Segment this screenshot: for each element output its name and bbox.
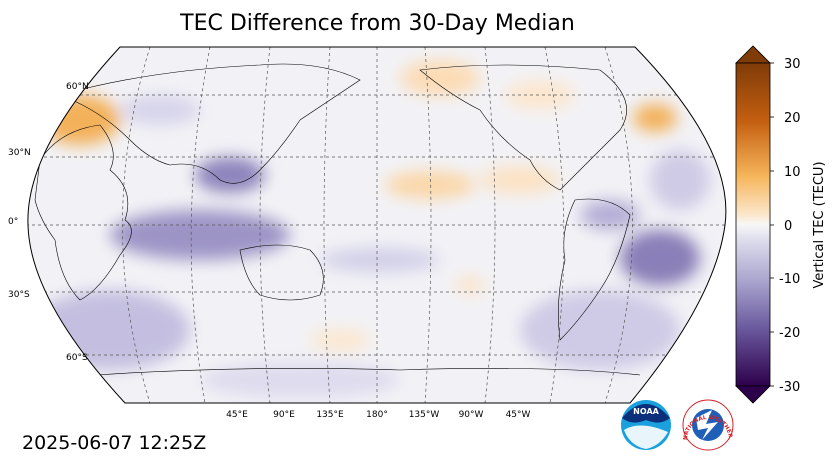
meridian-1 (122, 47, 151, 403)
australia-coast (239, 244, 324, 301)
colorbar-bar (735, 62, 771, 387)
north-america-coast (419, 64, 627, 191)
colorbar-label: Vertical TEC (TECU) (812, 161, 827, 288)
meridian-9 (604, 47, 633, 403)
lon-label-135e: 135°E (316, 410, 344, 420)
lon-label-45w: 45°W (506, 410, 531, 420)
coastlines (34, 63, 641, 376)
lat-label-30s: 30°S (8, 290, 30, 300)
lat-label-30n: 30°N (8, 148, 31, 158)
lat-label-equator: 0° (8, 217, 18, 227)
noaa-logo-text: NOAA (633, 407, 659, 416)
colorbar-tick-0: 0 (784, 219, 792, 234)
colorbar: 30 20 10 0 -10 -20 -30 Vertical TEC (TEC… (735, 45, 827, 404)
chart-title: TEC Difference from 30-Day Median (180, 11, 575, 36)
antarctica-coast (94, 368, 641, 376)
colorbar-tick-neg20: -20 (779, 326, 800, 341)
tec-anomaly-field (30, 60, 710, 398)
timestamp: 2025-06-07 12:25Z (22, 432, 207, 454)
gridlines (27, 47, 726, 403)
south-america-coast (558, 198, 631, 341)
colorbar-tick-neg10: -10 (779, 272, 800, 287)
lat-label-60s: 60°S (66, 353, 88, 363)
lon-label-135w: 135°W (409, 410, 440, 420)
colorbar-ticks (770, 62, 774, 387)
colorbar-max-extension (735, 45, 771, 64)
eurasia-coast (59, 63, 361, 184)
noaa-logo: NOAA (621, 400, 671, 450)
lon-label-45e: 45°E (226, 410, 248, 420)
colorbar-min-extension (735, 385, 771, 404)
colorbar-tick-20: 20 (784, 111, 801, 126)
lat-label-60n: 60°N (66, 82, 89, 92)
map-panel (27, 47, 726, 403)
lon-label-90e: 90°E (273, 410, 295, 420)
globe-outline (27, 46, 727, 404)
colorbar-tick-neg30: -30 (779, 380, 800, 395)
colorbar-tick-10: 10 (784, 165, 801, 180)
lon-label-180: 180° (366, 410, 388, 420)
africa-coast (34, 124, 132, 301)
lon-label-90w: 90°W (459, 410, 484, 420)
colorbar-tick-30: 30 (784, 57, 801, 72)
